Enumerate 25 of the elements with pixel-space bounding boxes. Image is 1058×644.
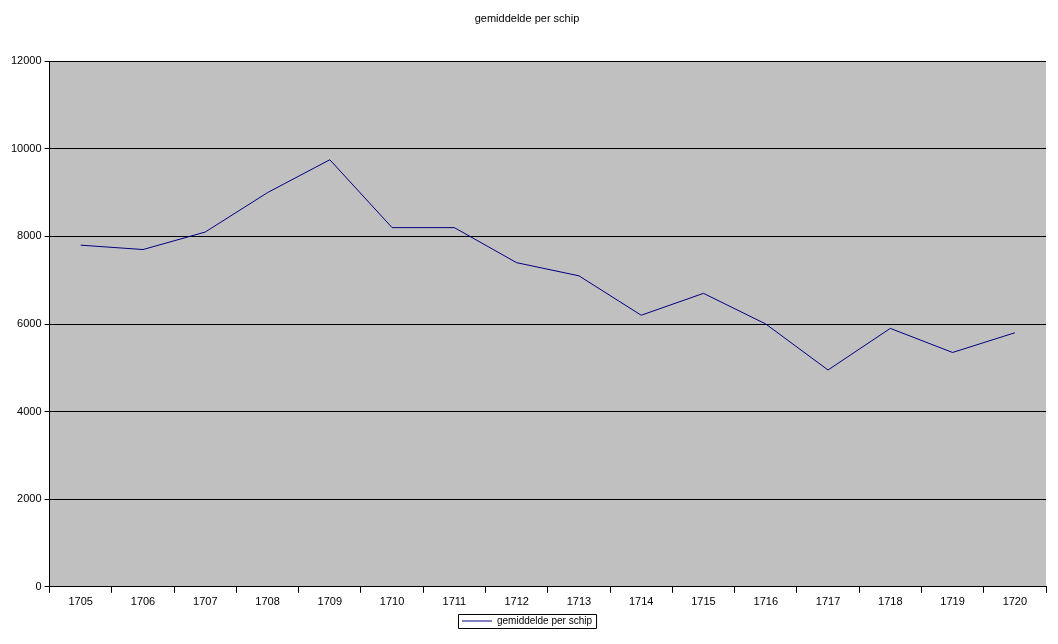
x-tick-label: 1705 <box>68 595 93 608</box>
x-tick-label: 1708 <box>255 595 280 608</box>
x-tick-label: 1716 <box>753 595 778 608</box>
x-tick-label: 1709 <box>317 595 343 608</box>
y-tick-label: 4000 <box>17 404 42 417</box>
y-tick-label: 2000 <box>17 492 42 505</box>
x-tick-label: 1712 <box>504 595 529 608</box>
x-tick-label: 1715 <box>691 595 716 608</box>
y-tick-label: 0 <box>35 579 42 592</box>
x-tick-label: 1713 <box>566 595 592 608</box>
y-tick-label: 12000 <box>10 54 42 67</box>
y-tick-label: 6000 <box>17 317 42 330</box>
x-tick-label: 1706 <box>130 595 156 608</box>
x-tick-label: 1711 <box>442 595 467 608</box>
x-tick-label: 1707 <box>193 595 218 608</box>
x-tick-label: 1710 <box>379 595 405 608</box>
x-tick-label: 1718 <box>878 595 903 608</box>
y-tick-label: 10000 <box>10 141 42 154</box>
x-tick-label: 1717 <box>815 595 841 608</box>
y-tick-label: 8000 <box>17 229 42 242</box>
legend-label: gemiddelde per schip <box>496 614 593 626</box>
x-tick-label: 1720 <box>1002 595 1028 608</box>
chart-title: gemiddelde per schip <box>474 11 580 24</box>
x-tick-label: 1719 <box>940 595 965 608</box>
x-tick-label: 1714 <box>628 595 654 608</box>
